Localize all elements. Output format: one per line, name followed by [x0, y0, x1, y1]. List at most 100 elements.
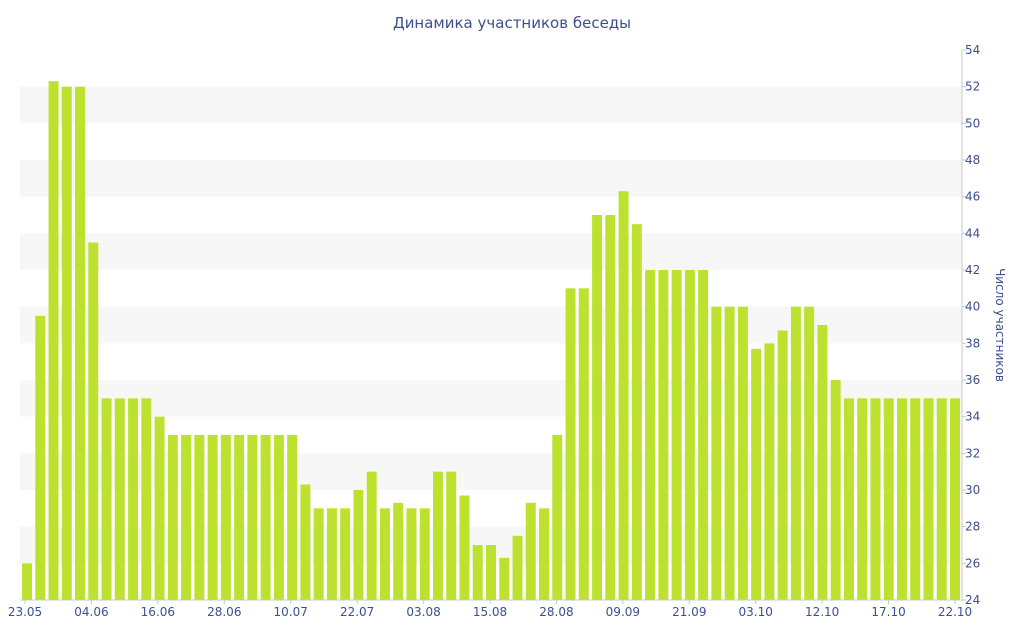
y-tick-label: 28: [965, 520, 980, 534]
bar[interactable]: [512, 535, 523, 600]
x-tick-label: 28.08: [539, 605, 573, 619]
grid-band: [20, 160, 962, 197]
bar[interactable]: [737, 306, 748, 600]
bar[interactable]: [406, 508, 417, 600]
x-tick-label: 03.08: [406, 605, 440, 619]
y-tick-label: 32: [965, 446, 980, 460]
bar[interactable]: [751, 348, 762, 600]
bar[interactable]: [419, 508, 430, 600]
bar[interactable]: [883, 398, 894, 600]
bar[interactable]: [48, 81, 59, 601]
x-tick-label: 22.10: [938, 605, 972, 619]
y-tick-label: 48: [965, 153, 980, 167]
bar[interactable]: [181, 435, 192, 600]
bar[interactable]: [870, 398, 881, 600]
bar-series: [22, 81, 960, 601]
bar[interactable]: [764, 343, 775, 600]
bar[interactable]: [499, 557, 510, 600]
chart-title: Динамика участников беседы: [393, 14, 631, 32]
bar[interactable]: [101, 398, 112, 600]
bar[interactable]: [35, 315, 46, 600]
bar[interactable]: [75, 86, 86, 601]
bar[interactable]: [950, 398, 960, 600]
bar[interactable]: [340, 508, 351, 600]
bar[interactable]: [353, 490, 364, 600]
x-tick-label: 22.07: [340, 605, 374, 619]
bar[interactable]: [234, 435, 245, 600]
y-axis-ticks: 24 26 28 30 32 34 36 38 40 42 44 46 48 50 52 54: [961, 43, 980, 607]
y-tick-label: 42: [965, 263, 980, 277]
bar[interactable]: [61, 86, 72, 601]
bar[interactable]: [525, 502, 536, 600]
bar[interactable]: [220, 435, 231, 600]
bar[interactable]: [114, 398, 125, 600]
bar[interactable]: [446, 471, 457, 600]
x-tick-label: 21.09: [672, 605, 706, 619]
bar[interactable]: [658, 270, 669, 600]
bar[interactable]: [830, 380, 841, 600]
bar[interactable]: [432, 471, 443, 600]
bar[interactable]: [565, 288, 576, 600]
bar[interactable]: [671, 270, 682, 600]
bar[interactable]: [260, 435, 271, 600]
bar[interactable]: [817, 325, 828, 600]
bar[interactable]: [910, 398, 921, 600]
bar[interactable]: [578, 288, 589, 600]
bar[interactable]: [366, 471, 377, 600]
bar[interactable]: [287, 435, 298, 600]
bar[interactable]: [22, 563, 32, 600]
bar[interactable]: [300, 484, 311, 601]
y-tick-label: 44: [965, 226, 980, 240]
bar[interactable]: [393, 502, 404, 600]
y-tick-label: 36: [965, 373, 980, 387]
bar[interactable]: [698, 270, 709, 600]
bar[interactable]: [313, 508, 324, 600]
x-tick-label: 16.06: [141, 605, 175, 619]
x-tick-label: 12.10: [805, 605, 839, 619]
bar[interactable]: [605, 215, 616, 600]
bar[interactable]: [472, 545, 483, 600]
bar[interactable]: [459, 495, 470, 601]
bar[interactable]: [896, 398, 907, 600]
bar[interactable]: [790, 306, 801, 600]
bar[interactable]: [618, 191, 629, 601]
bar[interactable]: [247, 435, 258, 600]
x-tick-label: 23.05: [8, 605, 42, 619]
bar[interactable]: [154, 416, 165, 600]
bar[interactable]: [128, 398, 139, 600]
y-tick-label: 40: [965, 300, 980, 314]
y-tick-label: 54: [965, 43, 980, 57]
x-tick-label: 04.06: [74, 605, 108, 619]
bar[interactable]: [194, 435, 205, 600]
bar[interactable]: [804, 306, 815, 600]
bar[interactable]: [592, 215, 603, 600]
x-tick-label: 09.09: [606, 605, 640, 619]
bar[interactable]: [379, 508, 390, 600]
bar[interactable]: [486, 545, 496, 600]
bar[interactable]: [539, 508, 550, 600]
bar[interactable]: [141, 398, 152, 600]
y-tick-label: 34: [965, 410, 980, 424]
x-tick-label: 10.07: [274, 605, 308, 619]
bar[interactable]: [552, 435, 563, 600]
bar[interactable]: [167, 435, 178, 600]
bar[interactable]: [684, 270, 695, 600]
bar[interactable]: [326, 508, 337, 600]
y-tick-label: 46: [965, 190, 980, 204]
bar[interactable]: [843, 398, 854, 600]
bar[interactable]: [711, 306, 722, 600]
bar[interactable]: [936, 398, 947, 600]
bar[interactable]: [777, 330, 788, 601]
x-tick-label: 28.06: [207, 605, 241, 619]
bar[interactable]: [88, 242, 99, 601]
bar[interactable]: [645, 270, 656, 600]
bar[interactable]: [207, 435, 218, 600]
bar[interactable]: [273, 435, 284, 600]
bar[interactable]: [631, 224, 642, 601]
grid-band: [20, 86, 962, 124]
y-tick-label: 26: [965, 556, 980, 570]
bar[interactable]: [724, 306, 735, 600]
bar[interactable]: [857, 398, 868, 600]
bar[interactable]: [923, 398, 934, 600]
